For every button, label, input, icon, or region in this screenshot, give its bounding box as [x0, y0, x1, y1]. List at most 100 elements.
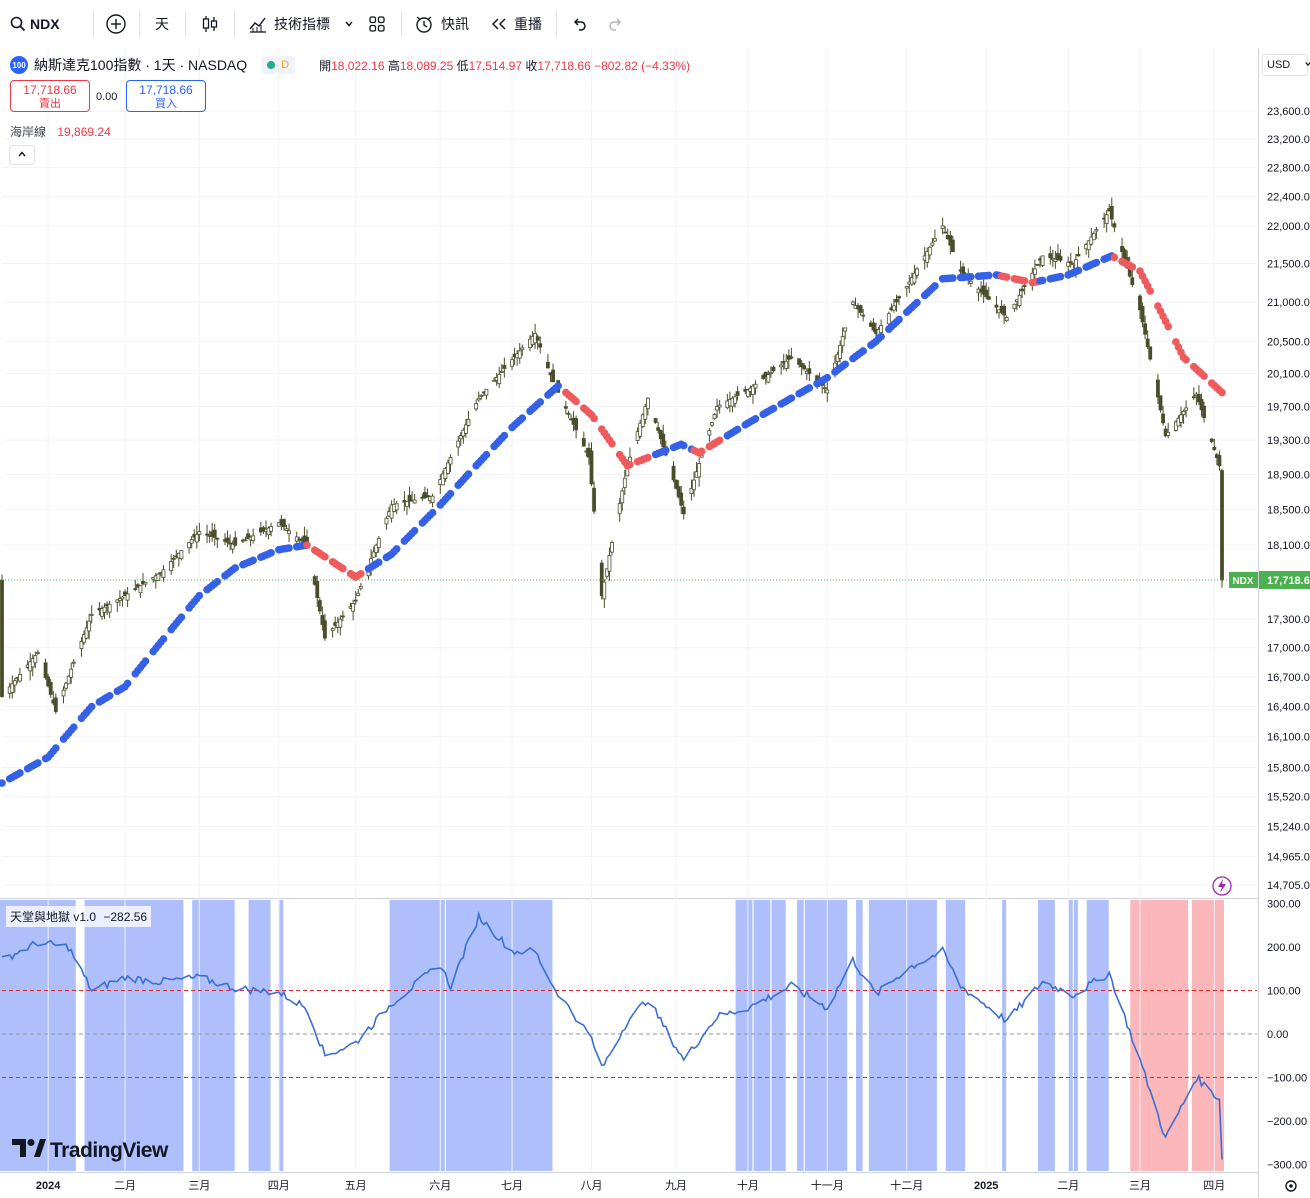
candle-body: [925, 251, 930, 263]
candle-body: [930, 242, 935, 246]
candle-body: [656, 427, 661, 431]
candle-body: [986, 296, 991, 300]
collapse-legend-button[interactable]: [9, 145, 35, 165]
candle-body: [64, 682, 68, 689]
search-icon: [10, 16, 26, 32]
sell-price: 17,718.66: [23, 83, 77, 97]
candle-body: [53, 697, 58, 712]
redo-button[interactable]: [607, 12, 625, 36]
price-tick-label: 20,100.0: [1267, 369, 1310, 381]
trend-dot: [159, 635, 168, 643]
trend-dot: [823, 373, 832, 382]
undo-button[interactable]: [570, 12, 588, 36]
candle-body: [735, 391, 740, 396]
close-value: 17,718.66: [537, 58, 591, 73]
symbol-title[interactable]: 納斯達克100指數 · 1天 · NASDAQ: [34, 57, 248, 73]
bullish-zone: [279, 900, 284, 1171]
bullish-zone: [945, 900, 966, 1171]
candle-body: [599, 562, 604, 597]
alerts-button[interactable]: 快訊: [414, 12, 469, 36]
candle-body: [551, 369, 555, 383]
candle-body: [205, 533, 209, 536]
replay-button[interactable]: 重播: [490, 12, 542, 36]
trend-dot: [931, 282, 939, 290]
buy-button[interactable]: 17,718.66 買入: [126, 80, 206, 112]
sell-button[interactable]: 17,718.66 賣出: [10, 80, 90, 112]
candle-body: [102, 606, 107, 613]
indicator-legend[interactable]: 海岸線 19,869.24: [10, 123, 111, 140]
candle-body: [968, 280, 973, 284]
candle-body: [897, 296, 901, 299]
symbol-search-button[interactable]: NDX: [10, 12, 60, 36]
trend-dot: [141, 657, 150, 665]
indicators-button[interactable]: 技術指標: [248, 12, 354, 36]
bullish-zone: [771, 900, 786, 1171]
candle-body: [1017, 294, 1022, 307]
currency-select[interactable]: USD: [1262, 54, 1310, 76]
candle-body: [851, 301, 855, 305]
oscillator-legend[interactable]: 天堂與地獄 v1.0 −282.56: [6, 906, 152, 927]
bullish-zone: [804, 900, 848, 1171]
price-tick-label: 15,800.0: [1267, 762, 1310, 774]
candle-body: [115, 599, 120, 603]
candle-body: [517, 350, 522, 359]
candle-body: [84, 627, 89, 639]
last-price-tag: [1259, 570, 1310, 589]
trend-dot: [805, 384, 814, 392]
bullish-zone: [389, 900, 445, 1171]
bullish-zone: [84, 900, 184, 1171]
sell-label: 賣出: [39, 98, 61, 110]
top-toolbar: NDX 天 技術指標 快訊 重播: [0, 0, 1310, 49]
tradingview-watermark[interactable]: TradingView: [12, 1139, 168, 1163]
candle-body: [79, 641, 84, 649]
redo-icon: [607, 15, 625, 33]
oscillator-line: [1, 910, 1223, 1160]
bullish-zone: [753, 900, 771, 1171]
compare-symbol-button[interactable]: [105, 12, 127, 36]
candle-body: [761, 375, 766, 379]
candle-body: [287, 530, 291, 535]
bullish-zone: [1002, 900, 1007, 1171]
indicator-value: 19,869.24: [57, 125, 111, 139]
candle-body: [886, 313, 891, 325]
candle-body: [1066, 261, 1071, 267]
chevron-up-icon: [17, 146, 27, 164]
trend-dot: [482, 450, 491, 459]
candle-body: [933, 238, 937, 242]
oscillator-tick-label: 0.00: [1267, 1029, 1288, 1041]
rewind-icon: [490, 15, 508, 33]
trend-dot: [949, 274, 957, 282]
candle-body: [353, 599, 358, 602]
symbol-tag-label: NDX: [1232, 576, 1253, 587]
time-tick-label: 二月: [114, 1180, 136, 1192]
candle-body: [1156, 379, 1160, 398]
market-status[interactable]: D: [261, 56, 296, 74]
candle-body: [405, 501, 409, 507]
candle-body: [915, 268, 919, 276]
candle-body: [769, 372, 773, 375]
interval-button[interactable]: 天: [155, 12, 169, 36]
candle-body: [710, 422, 714, 426]
time-tick-label: 四月: [268, 1180, 290, 1192]
price-tick-label: 18,500.0: [1267, 504, 1310, 516]
low-value: 17,514.97: [468, 58, 523, 73]
trend-dot: [500, 431, 509, 440]
buy-label: 買入: [155, 98, 177, 110]
candle-body: [464, 424, 468, 434]
candle-body: [602, 581, 607, 600]
candle-body: [187, 542, 192, 549]
settings-gear-icon: [1285, 1180, 1297, 1192]
trend-dot: [913, 298, 921, 307]
bullish-zone: [856, 900, 863, 1171]
layouts-button[interactable]: [368, 12, 386, 36]
candle-body: [1091, 232, 1096, 241]
bullish-zone: [192, 900, 230, 1171]
candle-body: [1217, 455, 1222, 467]
chevron-down-icon[interactable]: [344, 19, 354, 29]
trend-dot: [769, 404, 778, 413]
chart-type-button[interactable]: [200, 12, 220, 36]
candle-body: [476, 397, 481, 401]
price-tick-label: 16,100.0: [1267, 732, 1310, 744]
candle-body: [751, 385, 755, 395]
